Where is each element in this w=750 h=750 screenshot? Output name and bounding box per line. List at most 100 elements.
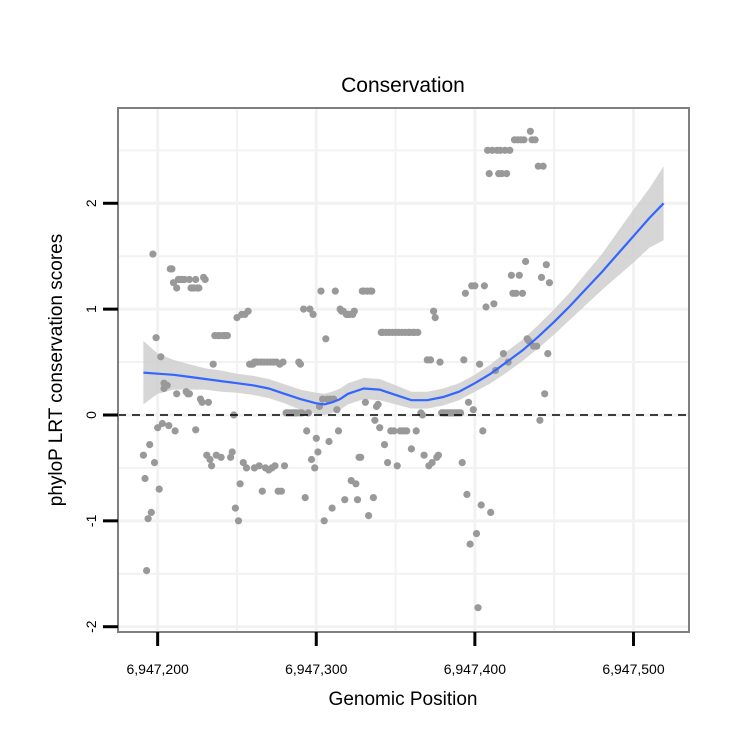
data-point bbox=[223, 332, 231, 340]
data-point bbox=[173, 390, 181, 398]
data-point bbox=[542, 261, 550, 269]
data-point bbox=[531, 136, 539, 144]
data-point bbox=[296, 360, 304, 368]
data-point bbox=[352, 480, 360, 488]
data-point bbox=[376, 424, 384, 432]
chart-title: Conservation bbox=[341, 74, 465, 97]
data-point bbox=[158, 419, 166, 428]
data-point bbox=[418, 411, 427, 419]
data-point bbox=[384, 459, 392, 467]
data-point bbox=[231, 504, 239, 512]
data-point bbox=[171, 427, 179, 435]
data-point bbox=[361, 398, 369, 406]
data-point bbox=[139, 451, 147, 459]
data-point bbox=[466, 540, 474, 548]
data-point bbox=[234, 517, 243, 525]
data-point bbox=[309, 310, 317, 318]
data-point bbox=[544, 350, 552, 358]
data-point bbox=[374, 400, 382, 408]
data-point bbox=[168, 265, 176, 273]
data-point bbox=[192, 426, 200, 434]
data-point bbox=[463, 490, 471, 498]
data-point bbox=[536, 416, 544, 424]
data-point bbox=[192, 275, 200, 284]
data-point bbox=[471, 282, 479, 290]
data-point bbox=[390, 427, 398, 435]
data-point bbox=[325, 437, 333, 446]
data-point bbox=[277, 487, 285, 495]
data-point bbox=[195, 284, 203, 292]
data-point bbox=[533, 342, 541, 350]
data-point bbox=[312, 434, 320, 442]
data-point bbox=[503, 170, 511, 178]
data-point bbox=[518, 289, 527, 297]
data-point bbox=[479, 427, 487, 435]
smooth-line bbox=[143, 202, 665, 406]
data-point bbox=[545, 279, 554, 287]
data-point bbox=[271, 462, 279, 470]
data-point bbox=[474, 604, 482, 612]
data-point bbox=[487, 508, 495, 516]
data-point bbox=[458, 459, 466, 467]
data-point bbox=[426, 356, 435, 364]
data-point bbox=[239, 459, 247, 467]
data-point bbox=[380, 441, 389, 449]
plot-border bbox=[117, 107, 690, 633]
data-point bbox=[368, 287, 376, 295]
data-point bbox=[147, 508, 155, 516]
data-point bbox=[150, 459, 159, 467]
data-point bbox=[482, 303, 490, 311]
data-point bbox=[507, 271, 515, 279]
data-point bbox=[141, 474, 149, 483]
y-axis: -2 -1 0 1 2 bbox=[83, 199, 118, 633]
y-tick-label: 1 bbox=[83, 305, 99, 313]
x-tick-label: 6,947,300 bbox=[285, 661, 347, 677]
data-point bbox=[403, 427, 411, 435]
data-point bbox=[206, 455, 214, 464]
data-point bbox=[204, 398, 212, 406]
data-point bbox=[146, 441, 154, 449]
x-axis-title: Genomic Position bbox=[329, 689, 478, 710]
data-point bbox=[434, 451, 442, 459]
data-point bbox=[477, 501, 485, 509]
data-point bbox=[537, 273, 546, 281]
data-point bbox=[314, 448, 322, 456]
data-point bbox=[255, 462, 263, 470]
data-point bbox=[353, 496, 362, 504]
data-point bbox=[228, 448, 236, 456]
data-point bbox=[469, 406, 477, 414]
data-point bbox=[431, 314, 439, 322]
data-point bbox=[303, 427, 311, 435]
data-point bbox=[472, 530, 481, 538]
data-point bbox=[279, 358, 287, 366]
data-point bbox=[217, 453, 225, 461]
data-point bbox=[436, 358, 444, 366]
data-point bbox=[412, 427, 420, 435]
data-point bbox=[371, 416, 379, 424]
data-point bbox=[420, 451, 428, 459]
data-point bbox=[307, 455, 316, 464]
data-point bbox=[350, 307, 358, 315]
data-point bbox=[499, 350, 507, 358]
data-point bbox=[480, 282, 488, 290]
data-point bbox=[407, 445, 415, 453]
data-point bbox=[149, 250, 157, 258]
data-point bbox=[173, 284, 181, 292]
data-point bbox=[369, 494, 377, 502]
data-point bbox=[515, 271, 523, 279]
y-tick-label: -2 bbox=[83, 620, 99, 633]
data-point bbox=[539, 162, 547, 170]
data-point bbox=[306, 305, 314, 313]
data-point bbox=[163, 381, 171, 389]
data-point bbox=[333, 406, 341, 414]
data-point bbox=[460, 356, 468, 364]
data-point bbox=[476, 360, 484, 368]
data-point bbox=[461, 289, 469, 297]
data-point bbox=[522, 257, 530, 266]
data-point bbox=[311, 464, 319, 472]
data-point bbox=[154, 424, 162, 432]
data-point bbox=[185, 275, 193, 284]
data-point bbox=[144, 515, 152, 523]
data-point bbox=[280, 462, 289, 470]
